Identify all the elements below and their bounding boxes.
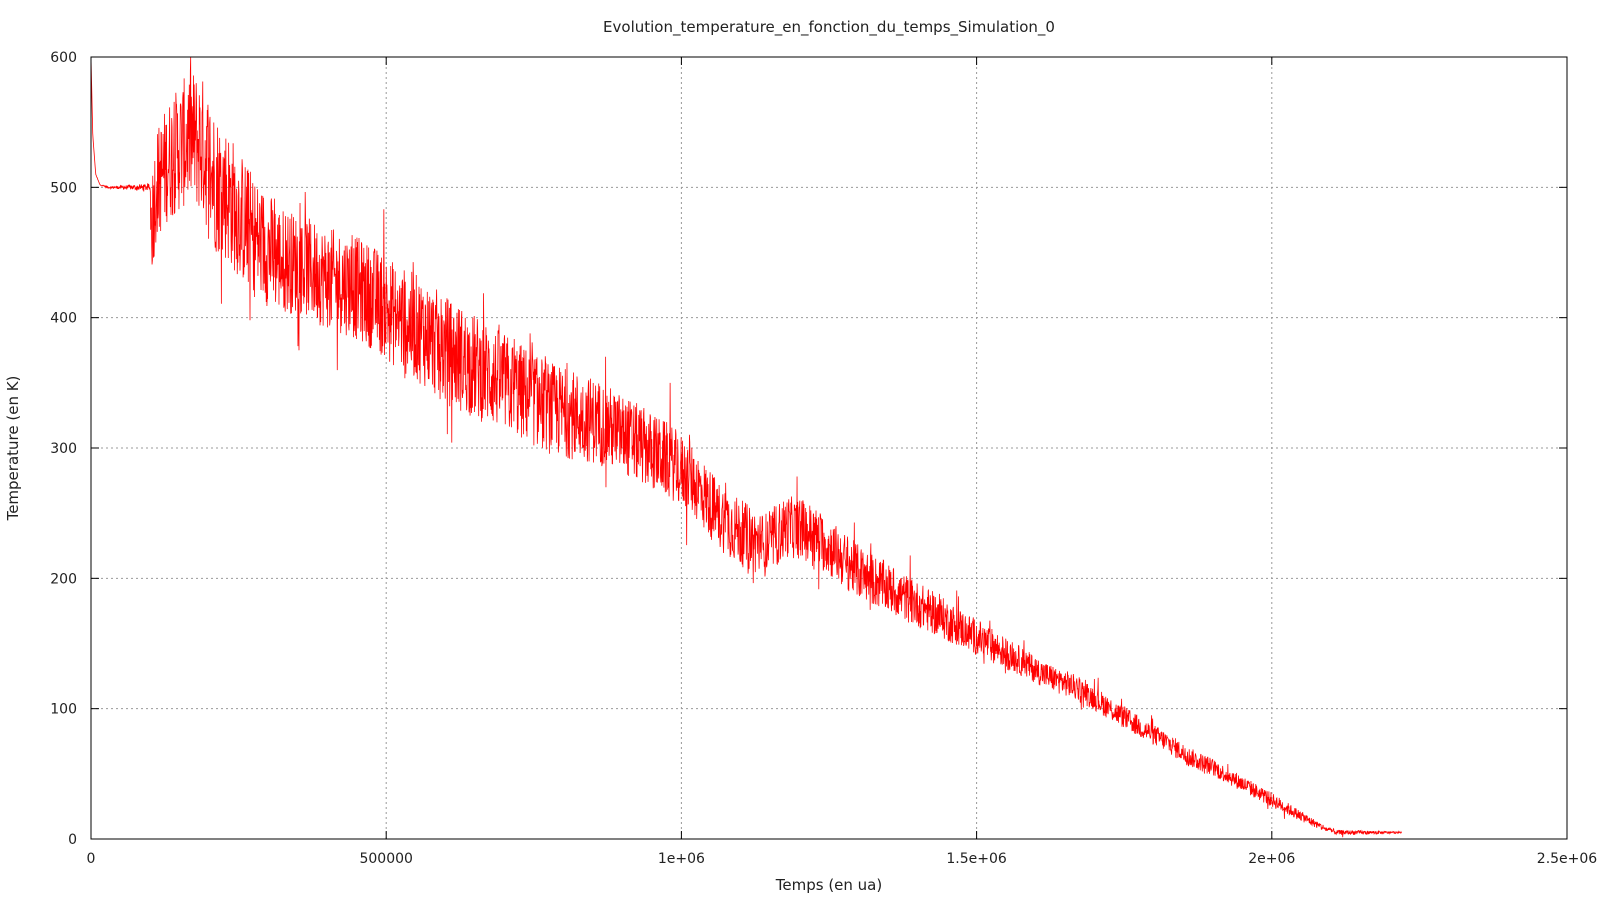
y-tick-label: 300 (50, 441, 77, 457)
y-tick-label: 500 (50, 180, 77, 196)
x-tick-label: 0 (87, 851, 96, 867)
y-tick-label: 0 (68, 832, 77, 848)
x-tick-label: 2.5e+06 (1537, 851, 1598, 867)
x-axis-title: Temps (en ua) (775, 876, 882, 894)
series-layer (90, 56, 1402, 838)
y-tick-label: 200 (50, 571, 77, 587)
x-tick-label: 1e+06 (658, 851, 705, 867)
y-tick-label: 400 (50, 311, 77, 327)
x-tick-label: 2e+06 (1248, 851, 1295, 867)
y-tick-label: 100 (50, 702, 77, 718)
x-tick-label: 1.5e+06 (946, 851, 1007, 867)
chart-title: Evolution_temperature_en_fonction_du_tem… (603, 18, 1055, 37)
x-tick-label: 500000 (359, 851, 412, 867)
ticks: 0 500000 1e+06 1.5e+06 2e+06 2.5e+06 0 100 200 30… (50, 50, 1597, 867)
series-line (90, 56, 1402, 838)
y-tick-label: 600 (50, 50, 77, 66)
y-axis-title: Temperature (en K) (4, 376, 22, 522)
grid (91, 57, 1567, 839)
